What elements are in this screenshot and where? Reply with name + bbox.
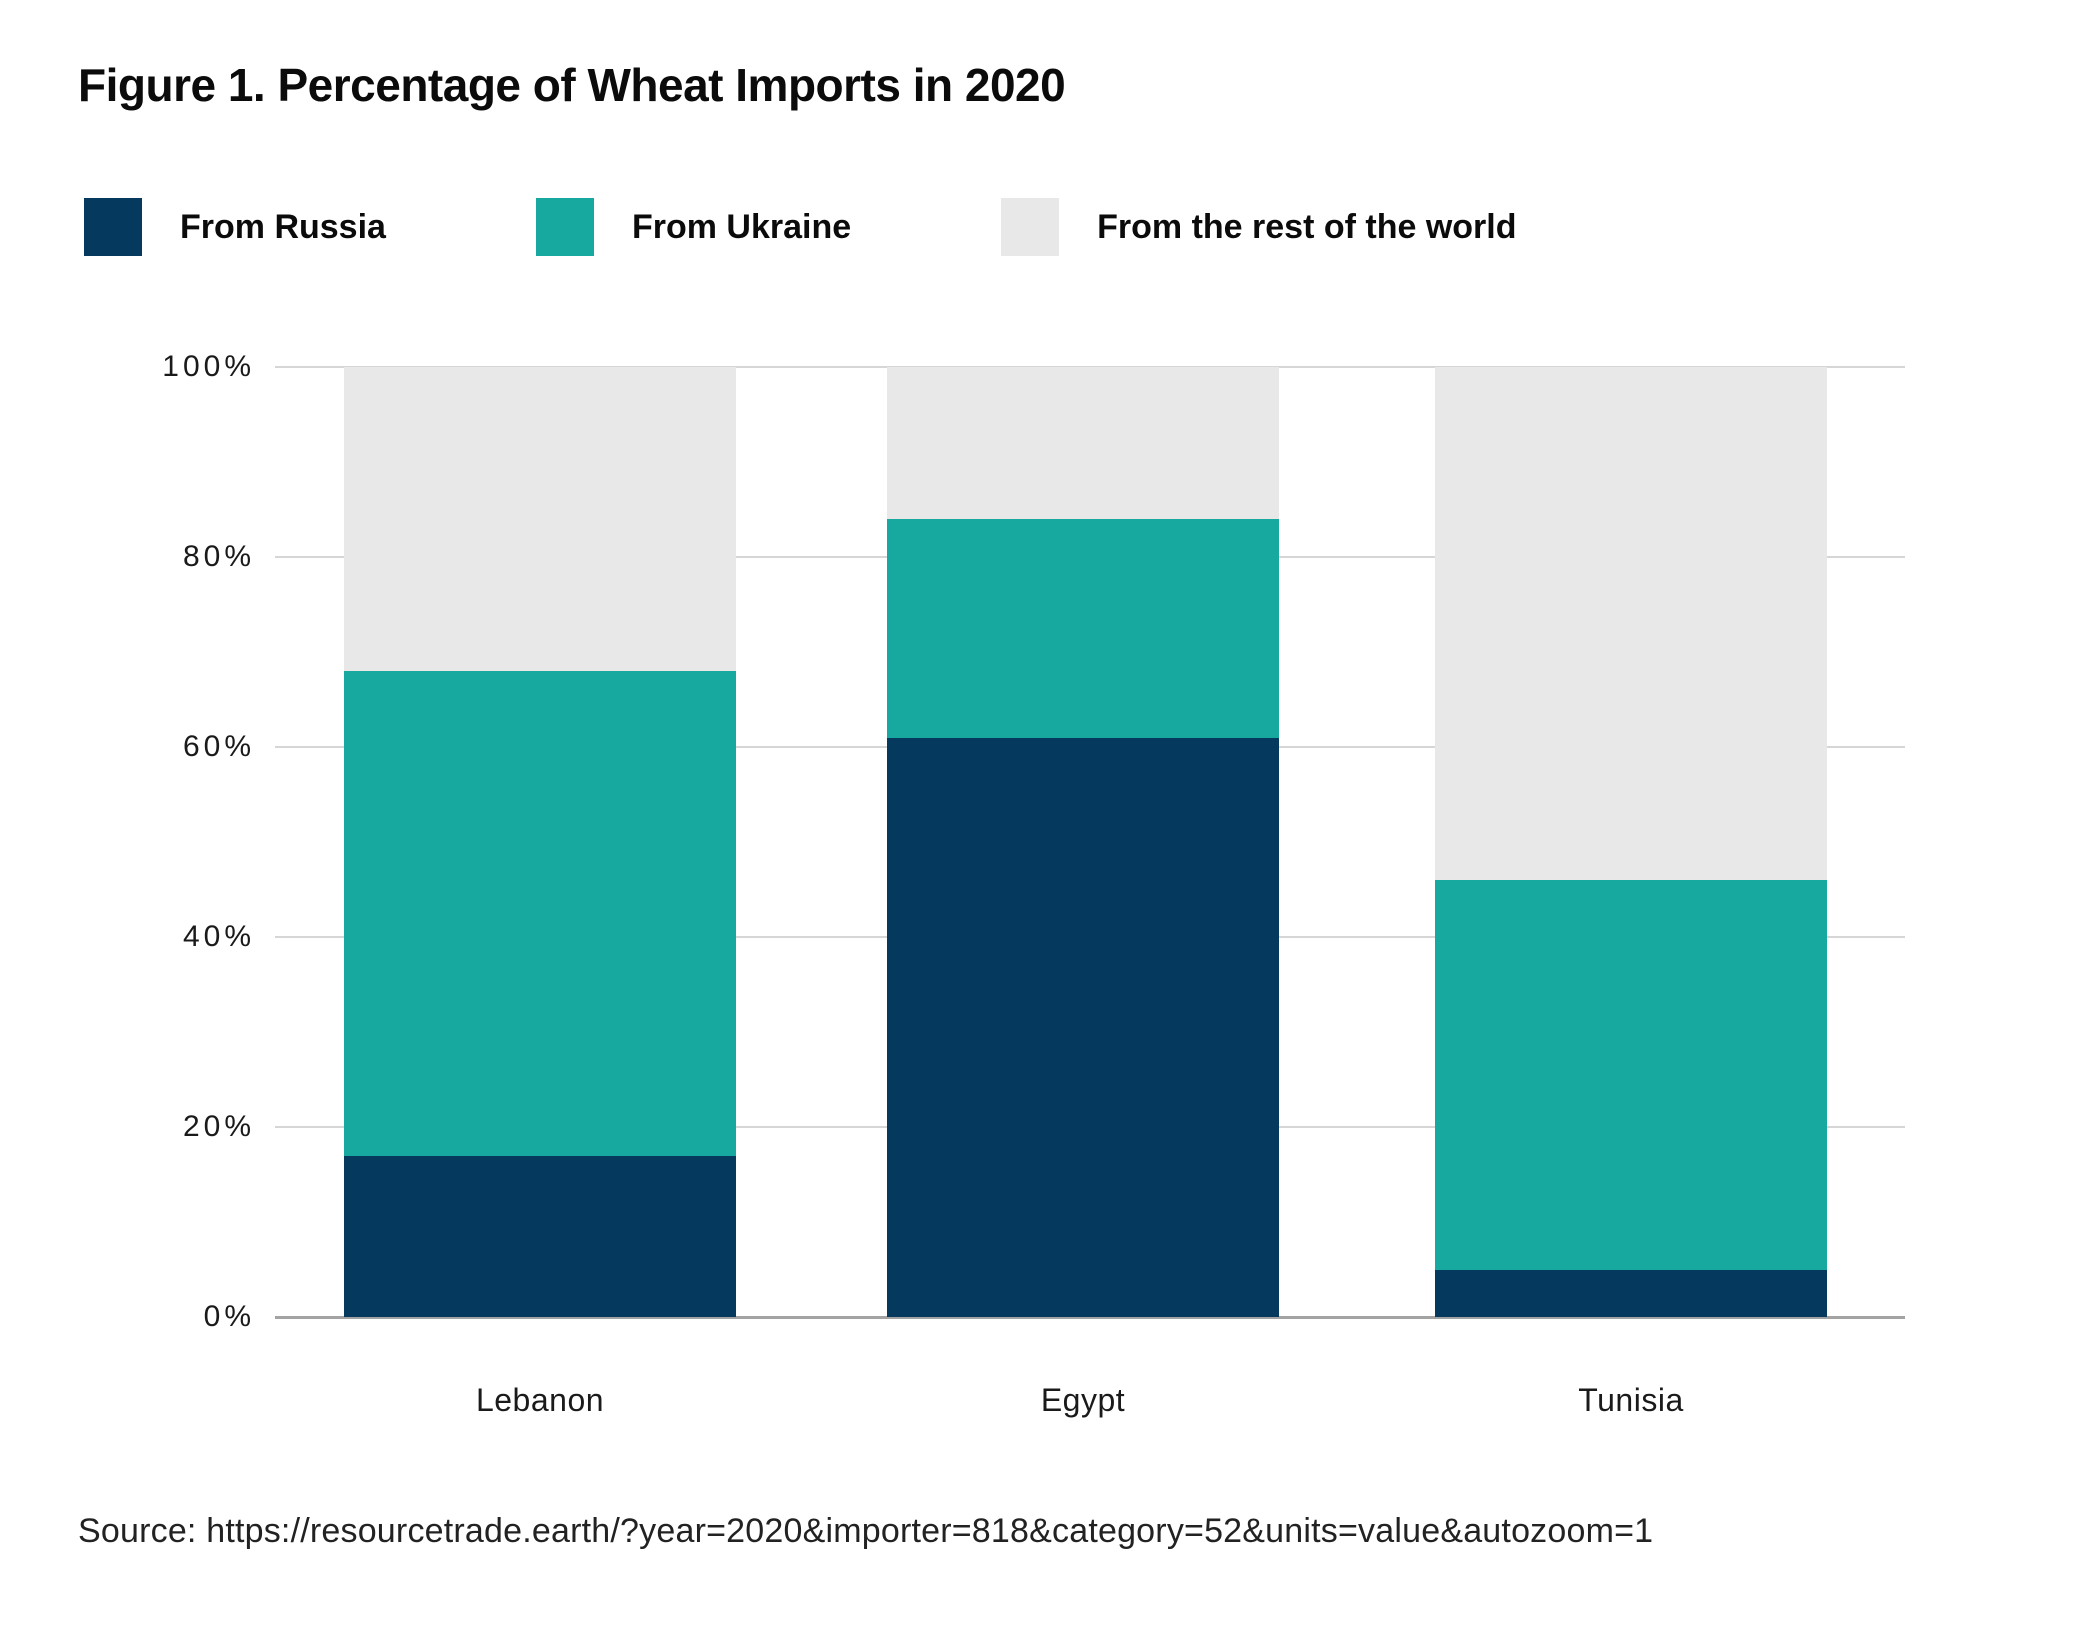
legend-item-russia: From Russia — [84, 198, 386, 256]
source-citation: Source: https://resourcetrade.earth/?yea… — [78, 1512, 1654, 1550]
legend-item-ukraine: From Ukraine — [535, 198, 852, 256]
legend-swatch-rest — [1001, 198, 1060, 256]
legend-swatch-ukraine — [535, 198, 594, 256]
bar-egypt-ukraine — [887, 519, 1279, 738]
bar-lebanon-rest — [344, 367, 736, 671]
y-tick-label-60: 60% — [182, 730, 255, 763]
legend: From Russia From Ukraine From the rest of … — [84, 198, 1517, 256]
y-tick-label-20: 20% — [182, 1110, 255, 1143]
legend-label-ukraine: From Ukraine — [631, 207, 852, 246]
bar-lebanon-russia — [344, 1155, 736, 1317]
legend-swatch-russia — [84, 198, 142, 256]
bar-egypt-rest — [887, 367, 1279, 519]
legend-label-russia: From Russia — [180, 207, 386, 246]
bar-egypt-russia — [887, 737, 1279, 1317]
y-tick-label-80: 80% — [182, 540, 255, 573]
y-tick-label-100: 100% — [162, 350, 255, 383]
bar-tunisia-russia — [1435, 1269, 1827, 1317]
x-axis-line — [275, 1316, 1905, 1319]
bar-lebanon-ukraine — [344, 671, 736, 1156]
y-tick-label-0: 0% — [203, 1300, 255, 1333]
y-tick-label-40: 40% — [182, 920, 255, 953]
chart-title: Figure 1. Percentage of Wheat Imports in… — [78, 59, 1066, 111]
legend-label-rest: From the rest of the world — [1097, 207, 1517, 246]
bar-tunisia-ukraine — [1435, 880, 1827, 1270]
x-tick-label-egypt: Egypt — [1040, 1382, 1126, 1418]
x-tick-label-lebanon: Lebanon — [475, 1382, 605, 1418]
legend-item-rest: From the rest of the world — [1001, 198, 1517, 256]
x-tick-label-tunisia: Tunisia — [1578, 1382, 1684, 1418]
bar-tunisia-rest — [1435, 367, 1827, 880]
